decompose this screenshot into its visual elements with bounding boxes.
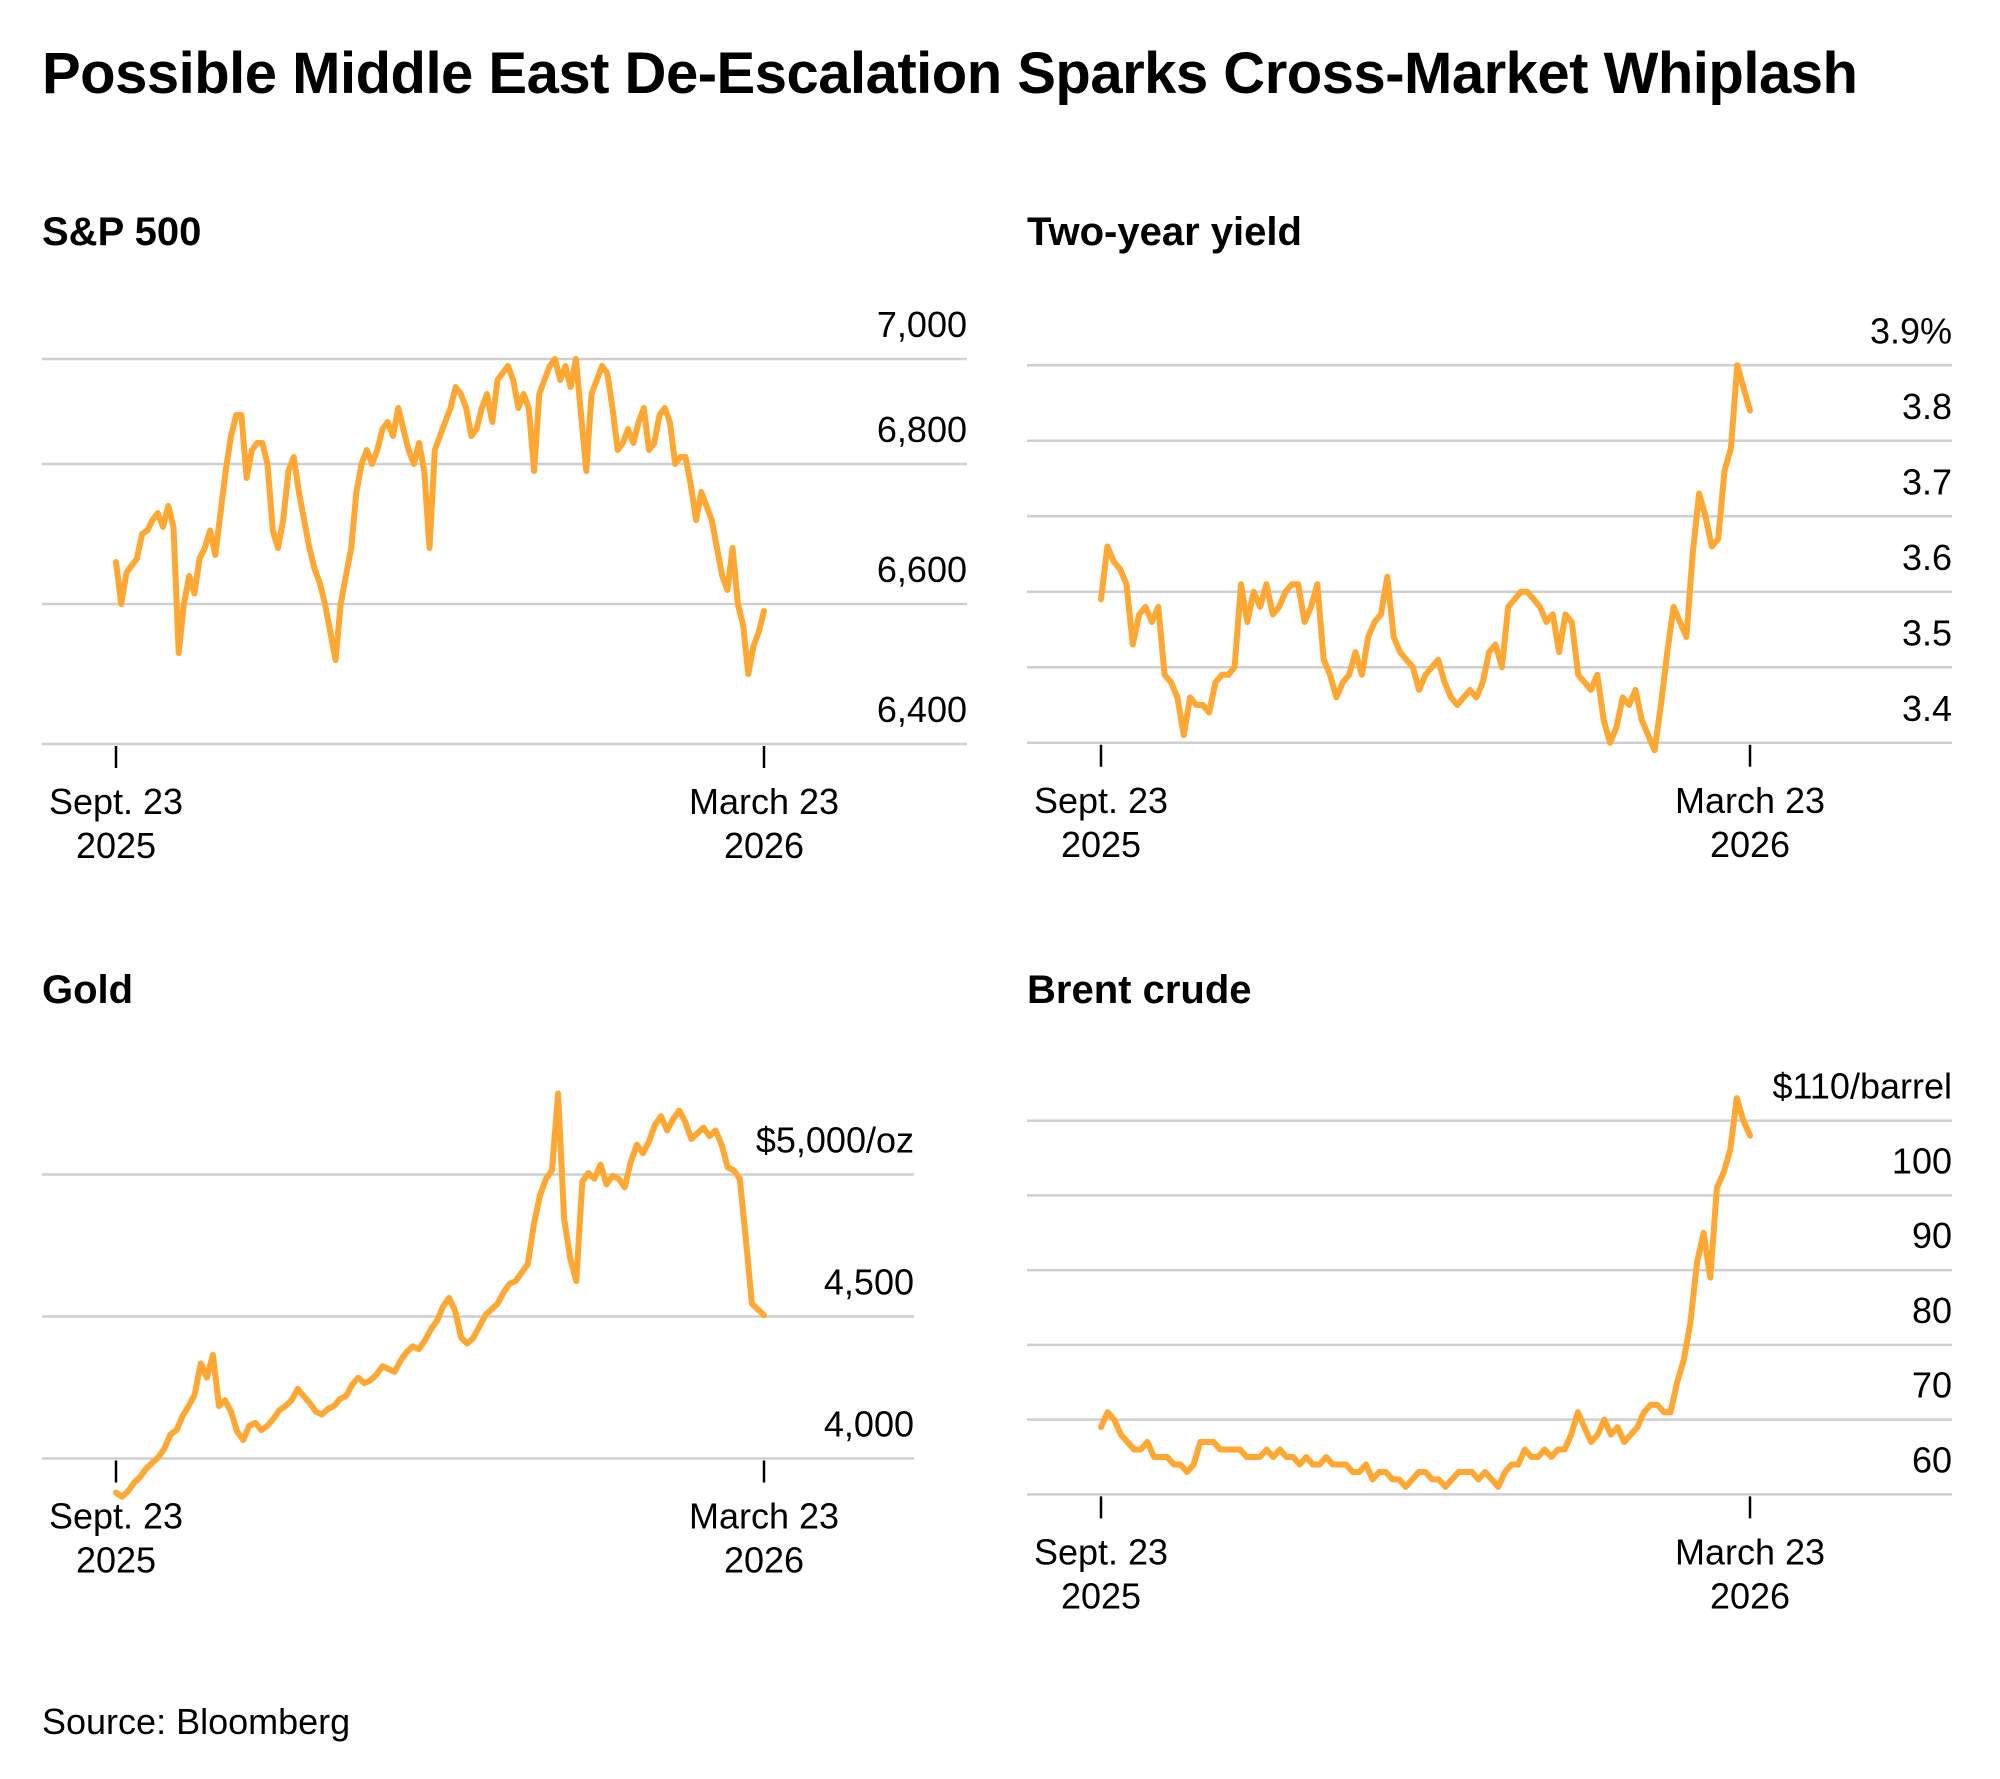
x-tick-label: March 23: [689, 1496, 839, 1537]
x-tick-label: 2025: [76, 1540, 156, 1581]
x-tick-label: 2026: [724, 1540, 804, 1581]
x-tick-label: Sept. 23: [1034, 780, 1168, 821]
y-tick-label: 3.6: [1902, 537, 1952, 578]
y-tick-label: 6,600: [877, 549, 967, 590]
x-tick-label: 2026: [1710, 1575, 1790, 1616]
x-tick-label: Sept. 23: [1034, 1531, 1168, 1572]
source-note: Source: Bloomberg: [42, 1701, 351, 1742]
y-tick-label: 100: [1892, 1140, 1952, 1181]
chart-title: Possible Middle East De-Escalation Spark…: [42, 41, 1858, 106]
y-tick-label: $5,000/oz: [756, 1120, 914, 1161]
y-tick-label: 3.8: [1902, 386, 1952, 427]
series-line: [113, 356, 767, 677]
y-tick-label: 6,800: [877, 409, 967, 450]
y-tick-label: 3.4: [1902, 688, 1952, 729]
y-tick-label: 3.7: [1902, 461, 1952, 502]
y-tick-label: 80: [1912, 1290, 1952, 1331]
y-tick-label: 3.9%: [1870, 310, 1952, 351]
x-tick-label: March 23: [689, 781, 839, 822]
y-tick-label: 60: [1912, 1439, 1952, 1480]
series-line: [1098, 1095, 1753, 1490]
panel-title-two-year-yield: Two-year yield: [1027, 210, 1302, 254]
panel-title-sp500: S&P 500: [42, 210, 202, 254]
y-tick-label: 90: [1912, 1215, 1952, 1256]
panel-title-brent-crude: Brent crude: [1027, 968, 1252, 1012]
y-tick-label: 4,500: [824, 1262, 914, 1303]
x-tick-label: Sept. 23: [49, 1496, 183, 1537]
y-tick-label: 4,000: [824, 1404, 914, 1445]
y-tick-label: $110/barrel: [1773, 1066, 1952, 1107]
series-line: [113, 1090, 767, 1500]
x-tick-label: Sept. 23: [49, 781, 183, 822]
x-tick-label: 2025: [1061, 1575, 1141, 1616]
x-tick-label: March 23: [1675, 1531, 1825, 1572]
x-tick-label: 2026: [1710, 824, 1790, 865]
y-tick-label: 70: [1912, 1365, 1952, 1406]
x-tick-label: 2025: [76, 825, 156, 866]
y-tick-label: 6,400: [877, 689, 967, 730]
x-tick-label: March 23: [1675, 780, 1825, 821]
x-tick-label: 2026: [724, 825, 804, 866]
panel-title-gold: Gold: [42, 968, 134, 1012]
x-tick-label: 2025: [1061, 824, 1141, 865]
y-tick-label: 7,000: [877, 304, 967, 345]
y-tick-label: 3.5: [1902, 612, 1952, 653]
series-line: [1098, 362, 1753, 754]
